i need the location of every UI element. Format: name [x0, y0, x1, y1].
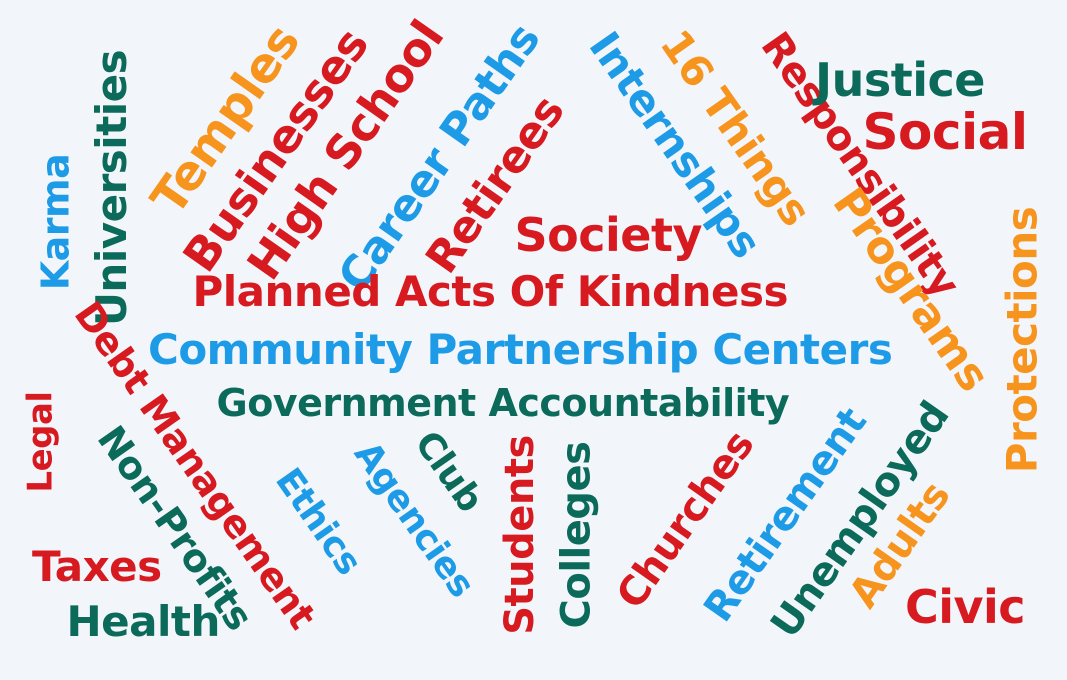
word-universities: Universities [87, 49, 137, 327]
word-social: Social [862, 103, 1029, 161]
word-karma: Karma [32, 153, 77, 291]
word-civic: Civic [905, 580, 1026, 634]
word-health: Health [66, 597, 221, 646]
word-community-partnership: Community Partnership Centers [148, 325, 893, 374]
word-taxes: Taxes [32, 542, 162, 591]
word-students: Students [496, 435, 543, 635]
word-society: Society [514, 208, 703, 262]
word-colleges: Colleges [552, 441, 599, 629]
word-protections: Protections [996, 206, 1046, 474]
word-justice: Justice [815, 53, 985, 107]
word-planned-acts: Planned Acts Of Kindness [192, 267, 789, 316]
word-government-accountability: Government Accountability [216, 381, 790, 425]
word-legal: Legal [20, 391, 61, 493]
